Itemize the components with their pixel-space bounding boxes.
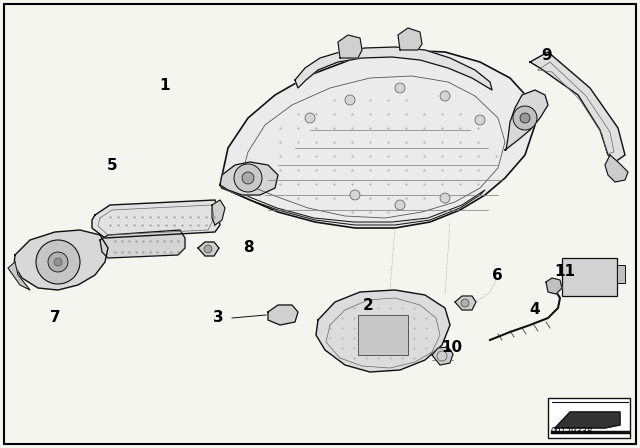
Circle shape (520, 113, 530, 123)
Circle shape (54, 258, 62, 266)
Text: 7: 7 (50, 310, 60, 326)
Polygon shape (530, 52, 625, 162)
Bar (562, 258, 617, 296)
Circle shape (234, 164, 262, 192)
Polygon shape (505, 90, 548, 150)
Polygon shape (605, 155, 628, 182)
Circle shape (475, 115, 485, 125)
Polygon shape (92, 200, 220, 238)
Text: 10: 10 (442, 340, 463, 356)
Text: 1: 1 (160, 78, 170, 92)
Polygon shape (212, 200, 225, 225)
Bar (358, 315, 408, 355)
Bar (617, 265, 625, 283)
Polygon shape (546, 278, 562, 294)
Polygon shape (555, 412, 620, 428)
Text: 2: 2 (363, 297, 373, 313)
Text: 6: 6 (492, 267, 502, 283)
Text: 3: 3 (212, 310, 223, 326)
Circle shape (395, 83, 405, 93)
Circle shape (204, 245, 212, 253)
Polygon shape (268, 305, 298, 325)
Text: 8: 8 (243, 241, 253, 255)
Polygon shape (316, 290, 450, 372)
Polygon shape (228, 188, 485, 225)
Text: 5: 5 (107, 158, 117, 172)
Text: 9: 9 (541, 47, 552, 63)
Polygon shape (220, 50, 535, 228)
Circle shape (242, 172, 254, 184)
Polygon shape (100, 230, 185, 258)
Circle shape (440, 193, 450, 203)
Polygon shape (455, 296, 476, 310)
Polygon shape (432, 347, 453, 365)
Circle shape (395, 200, 405, 210)
Text: 11: 11 (554, 264, 575, 280)
Bar (548, 398, 630, 438)
Polygon shape (220, 162, 278, 195)
Text: 00129338: 00129338 (551, 427, 593, 436)
Circle shape (48, 252, 68, 272)
Circle shape (440, 91, 450, 101)
Circle shape (350, 190, 360, 200)
Circle shape (305, 113, 315, 123)
Circle shape (513, 106, 537, 130)
Polygon shape (8, 262, 30, 290)
Polygon shape (295, 47, 492, 90)
Circle shape (461, 299, 469, 307)
Circle shape (345, 95, 355, 105)
Polygon shape (198, 242, 219, 256)
Polygon shape (398, 28, 422, 50)
Polygon shape (338, 35, 362, 58)
Circle shape (36, 240, 80, 284)
Polygon shape (14, 230, 108, 290)
Text: 4: 4 (530, 302, 540, 318)
